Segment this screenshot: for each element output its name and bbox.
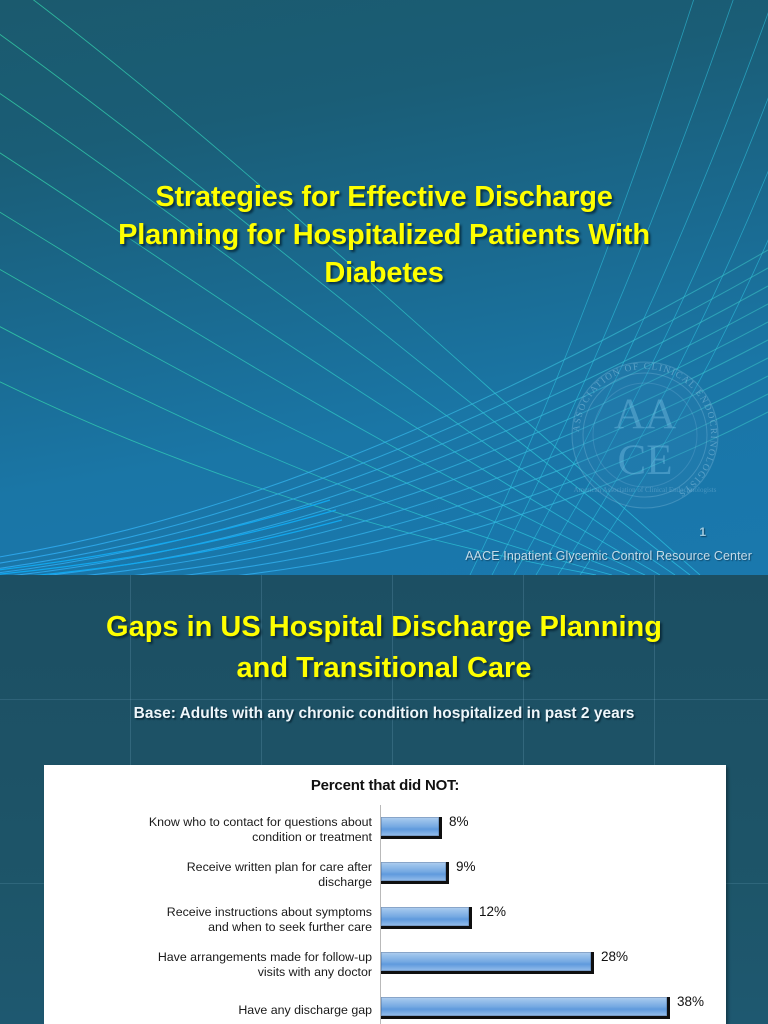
slide-2-content-slide: Gaps in US Hospital Discharge Planning a…	[0, 575, 768, 1024]
bar	[381, 817, 442, 839]
bar-chart-plot-area: Know who to contact for questions about …	[44, 805, 726, 1024]
bar-row: Have arrangements made for follow-up vis…	[44, 943, 726, 988]
chart-axis-line	[380, 805, 381, 1024]
bar-category-label: Have arrangements made for follow-up vis…	[157, 950, 372, 979]
bar-wrapper	[381, 817, 442, 839]
bar	[381, 997, 670, 1019]
slide-2-title: Gaps in US Hospital Discharge Planning a…	[106, 611, 662, 684]
bar-row: Receive instructions about symptoms and …	[44, 898, 726, 943]
bar	[381, 952, 594, 974]
slide-2-subtitle: Base: Adults with any chronic condition …	[133, 705, 635, 722]
slide-footer-text: AACE Inpatient Glycemic Control Resource…	[465, 549, 752, 563]
svg-text:CE: CE	[618, 437, 673, 484]
bar-category-label: Know who to contact for questions about …	[148, 815, 372, 844]
bar-row: Receive written plan for care after disc…	[44, 853, 726, 898]
bar-value-label: 8%	[449, 814, 469, 829]
slide-number: 1	[699, 525, 706, 539]
slide-1-title: Strategies for Effective Discharge Plann…	[118, 181, 650, 289]
bar-wrapper	[381, 997, 670, 1019]
bar-value-label: 28%	[601, 949, 629, 964]
bar-row: Have any discharge gap 38%	[44, 988, 726, 1024]
decorative-curves-background	[0, 0, 768, 575]
bar-value-label: 9%	[456, 859, 476, 874]
bar-wrapper	[381, 907, 472, 929]
slide-1-title-slide: AMERICAN ASSOCIATION OF CLINICAL ENDOCRI…	[0, 0, 768, 575]
bar	[381, 907, 472, 929]
chart-panel: Percent that did NOT: Know who to contac…	[44, 765, 726, 1024]
aace-logo-watermark: AMERICAN ASSOCIATION OF CLINICAL ENDOCRI…	[562, 352, 719, 509]
bar-category-label: Receive written plan for care after disc…	[186, 860, 372, 889]
bar-value-label: 38%	[677, 994, 705, 1009]
bar-wrapper	[381, 952, 594, 974]
bar-category-label: Have any discharge gap	[238, 1003, 372, 1017]
bar-wrapper	[381, 862, 449, 884]
bar-category-label: Receive instructions about symptoms and …	[166, 905, 372, 934]
svg-text:AA: AA	[614, 391, 676, 438]
chart-title: Percent that did NOT:	[310, 777, 460, 794]
bar-value-label: 12%	[479, 904, 507, 919]
svg-text:American Association of Clinic: American Association of Clinical Endocri…	[574, 486, 717, 494]
bar-row: Know who to contact for questions about …	[44, 808, 726, 853]
bar	[381, 862, 449, 884]
